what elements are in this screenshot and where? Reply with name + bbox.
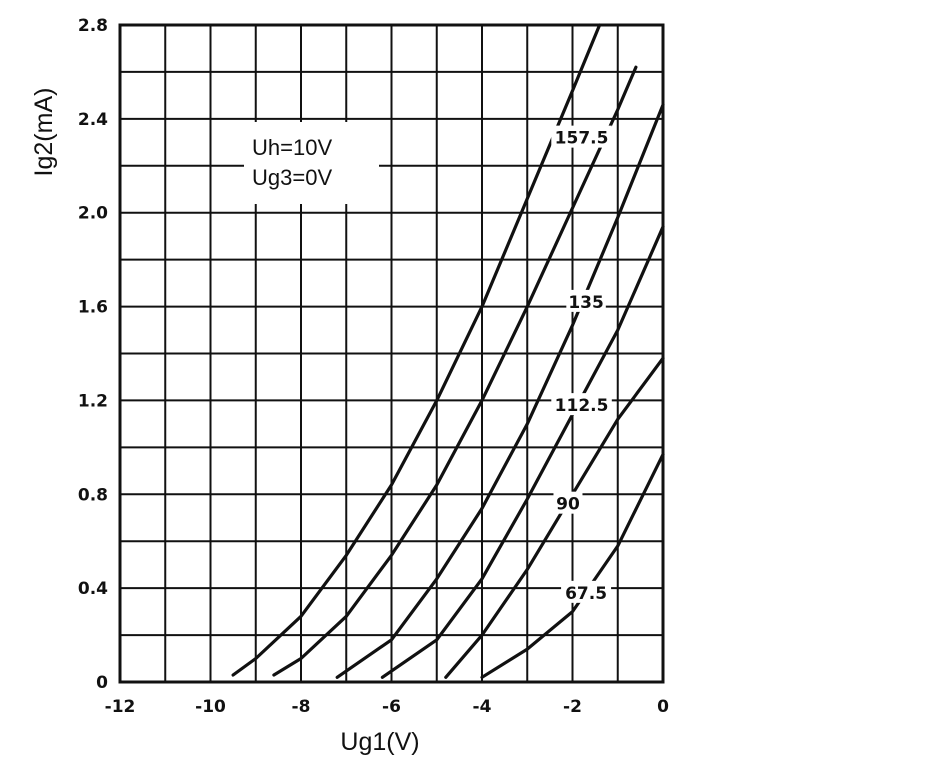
x-tick-label: -8 xyxy=(292,697,311,717)
y-axis-title: Ig2(mA) xyxy=(30,88,58,177)
y-tick-label: 1.6 xyxy=(78,298,108,318)
series-line xyxy=(380,225,665,679)
annotation-text: Uh=10V xyxy=(252,135,332,160)
curve-label-background xyxy=(566,289,606,312)
series-line xyxy=(444,356,665,679)
curve-label-background xyxy=(561,580,612,603)
plot-frame xyxy=(118,23,665,684)
x-tick-label: -6 xyxy=(382,697,401,717)
curve-label: 67.5 xyxy=(565,584,607,604)
curve-label: 90 xyxy=(556,495,580,515)
y-tick-label: 1.2 xyxy=(78,391,108,411)
y-tick-label: 0.4 xyxy=(78,579,108,599)
curve-label: 112.5 xyxy=(555,396,609,416)
y-tick-label: 0 xyxy=(96,673,108,693)
y-tick-label: 2.4 xyxy=(78,110,108,130)
y-tick-label: 2.0 xyxy=(78,204,108,224)
curve-label-background xyxy=(551,125,612,148)
x-tick-label: -12 xyxy=(105,697,136,717)
x-tick-label: 0 xyxy=(657,697,669,717)
curve-label-background xyxy=(553,491,583,514)
series-line xyxy=(231,23,602,677)
curve-label: 157.5 xyxy=(555,129,609,149)
curve-label-background xyxy=(551,393,612,416)
annotation-text: Ug3=0V xyxy=(252,165,332,190)
series-line xyxy=(272,65,638,677)
series-line xyxy=(480,452,665,679)
x-tick-label: -4 xyxy=(473,697,492,717)
x-axis-title: Ug1(V) xyxy=(340,728,419,756)
y-tick-label: 2.8 xyxy=(78,16,108,36)
x-tick-label: -10 xyxy=(195,697,226,717)
series-line xyxy=(335,103,665,679)
annotation-background xyxy=(244,122,379,204)
x-tick-label: -2 xyxy=(563,697,582,717)
y-tick-label: 0.8 xyxy=(78,485,108,505)
curve-label: 135 xyxy=(568,293,604,313)
